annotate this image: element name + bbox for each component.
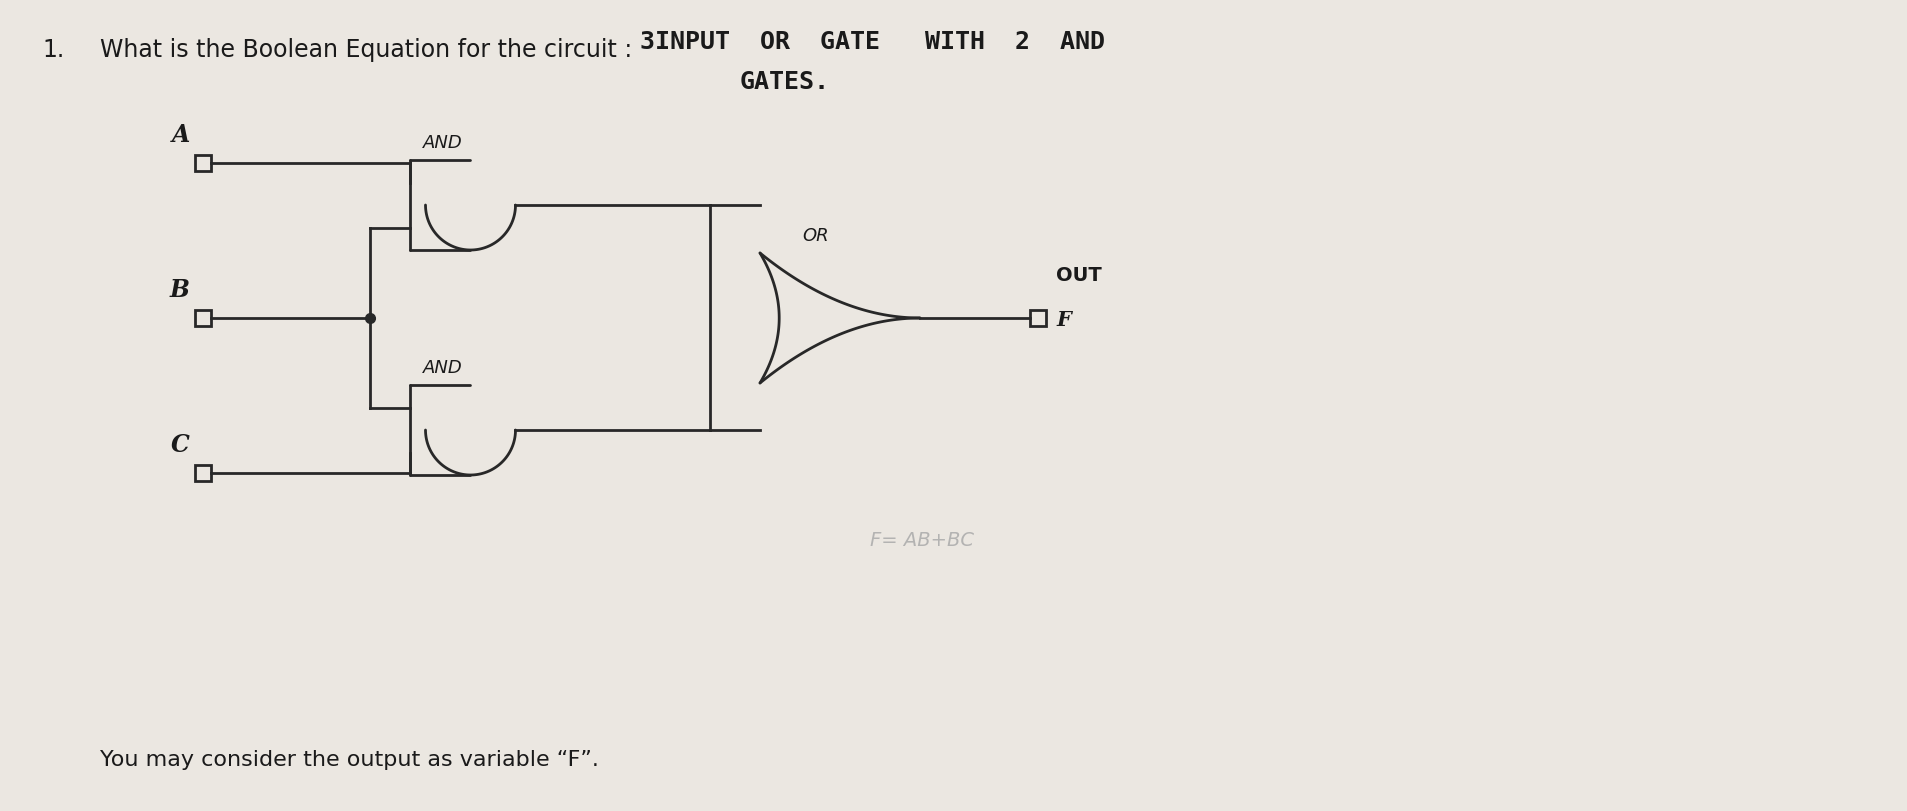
Text: OR: OR xyxy=(803,227,830,245)
Text: OUT: OUT xyxy=(1055,266,1100,285)
Text: C: C xyxy=(172,433,191,457)
Bar xyxy=(1030,310,1045,326)
Text: F= AB+BC: F= AB+BC xyxy=(870,530,973,550)
Text: F: F xyxy=(1055,310,1070,330)
Text: AND: AND xyxy=(423,359,463,377)
Bar xyxy=(195,465,212,481)
Bar xyxy=(195,310,212,326)
Text: AND: AND xyxy=(423,134,463,152)
Text: 3INPUT  OR  GATE   WITH  2  AND: 3INPUT OR GATE WITH 2 AND xyxy=(639,30,1104,54)
Text: 1.: 1. xyxy=(42,38,65,62)
Text: A: A xyxy=(172,123,191,147)
Text: You may consider the output as variable “F”.: You may consider the output as variable … xyxy=(99,750,599,770)
Text: What is the Boolean Equation for the circuit :: What is the Boolean Equation for the cir… xyxy=(99,38,631,62)
Bar xyxy=(195,155,212,171)
Text: B: B xyxy=(170,278,191,302)
Text: GATES.: GATES. xyxy=(740,70,830,94)
